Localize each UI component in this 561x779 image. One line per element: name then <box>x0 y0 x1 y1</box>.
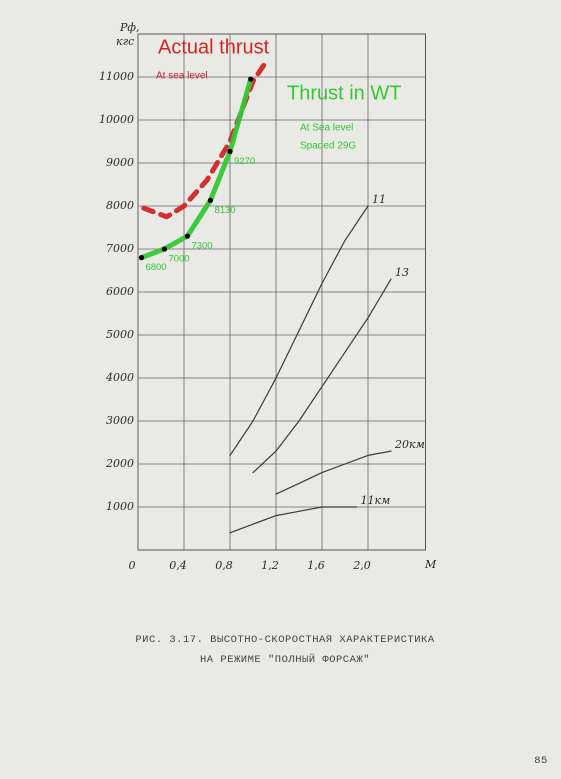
data-label: 8130 <box>214 205 235 216</box>
x-tick-label: 0,4 <box>169 559 187 572</box>
x-tick-label: 2,0 <box>352 559 371 572</box>
x-tick-label: 1,6 <box>307 559 325 572</box>
series-name: Thrust in WT <box>287 82 401 104</box>
annotation: At sea level <box>156 71 208 82</box>
curve-label: 11км <box>361 494 391 507</box>
annotation: At Sea level <box>300 123 353 134</box>
curve-label: 13 <box>395 266 409 279</box>
y-axis-label: Рф, <box>119 21 140 34</box>
y-tick-label: 2000 <box>105 457 134 470</box>
curve <box>252 278 392 474</box>
thrust-line <box>141 61 267 220</box>
y-axis-unit: кгс <box>116 35 134 48</box>
page-number: 85 <box>534 755 548 767</box>
curve-label: 20км <box>394 438 425 451</box>
y-tick-label: 9000 <box>106 156 134 169</box>
data-point <box>161 246 168 252</box>
data-point <box>248 76 254 82</box>
y-tick-label: 3000 <box>106 414 134 427</box>
x-tick-label: 0 <box>129 559 136 572</box>
data-label: 6800 <box>145 262 166 273</box>
data-point <box>207 197 214 204</box>
data-point <box>138 255 145 261</box>
y-tick-label: 10000 <box>99 113 134 126</box>
curve <box>229 506 358 534</box>
series-name: Actual thrust <box>158 36 270 58</box>
y-tick-label: 11000 <box>99 70 134 83</box>
y-tick-label: 6000 <box>106 285 134 298</box>
y-tick-label: 5000 <box>106 328 134 341</box>
x-tick-label: 1,2 <box>261 559 279 572</box>
data-label: 7000 <box>168 254 189 265</box>
data-label: 7300 <box>191 241 212 252</box>
curve <box>275 450 392 495</box>
y-tick-label: 7000 <box>106 242 134 255</box>
x-axis-label: M <box>424 558 437 571</box>
annotation: Spaded 29G <box>300 141 356 152</box>
thrust-line <box>138 76 254 261</box>
y-tick-label: 4000 <box>105 371 134 384</box>
data-point <box>227 148 233 154</box>
curve <box>229 205 369 456</box>
caption-line: РИС. 3.17. ВЫСОТНО-СКОРОСТНАЯ ХАРАКТЕРИС… <box>135 634 434 646</box>
y-tick-label: 1000 <box>106 500 134 513</box>
y-tick-label: 8000 <box>106 199 134 212</box>
data-point <box>184 233 191 239</box>
x-tick-label: 0,8 <box>215 559 233 572</box>
caption-line: НА РЕЖИМЕ "ПОЛНЫЙ ФОРСАЖ" <box>200 652 370 666</box>
data-label: 9270 <box>234 156 255 167</box>
curve-label: 11 <box>372 193 386 206</box>
